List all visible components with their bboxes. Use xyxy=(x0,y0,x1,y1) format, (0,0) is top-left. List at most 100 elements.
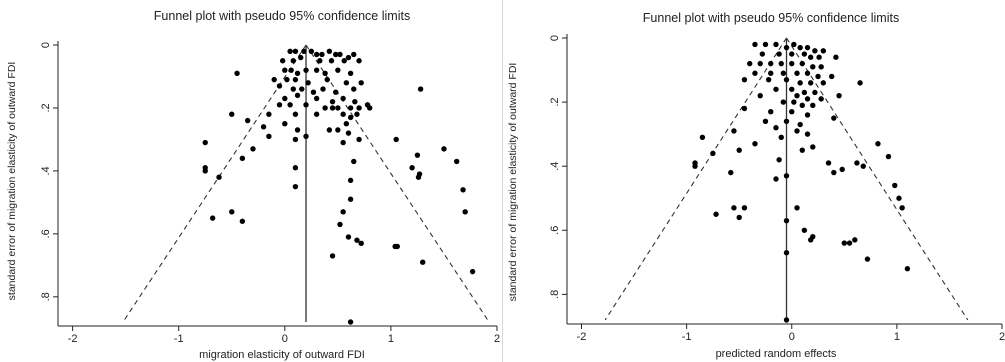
data-point xyxy=(801,51,808,57)
data-point xyxy=(292,48,299,54)
data-point xyxy=(292,183,299,190)
data-point xyxy=(804,70,811,76)
data-point xyxy=(846,240,853,246)
plot-area: -2 -1 0 1 2 0 .2 .4 .6 .8 xyxy=(40,41,500,345)
data-point xyxy=(202,168,208,174)
data-point xyxy=(804,131,811,137)
data-point xyxy=(329,253,336,259)
data-point xyxy=(794,128,800,134)
data-point xyxy=(301,48,307,54)
data-point xyxy=(287,102,293,108)
data-point xyxy=(896,195,902,201)
data-point xyxy=(741,76,748,83)
data-point xyxy=(209,215,216,221)
data-point xyxy=(736,214,742,221)
data-point xyxy=(892,182,898,189)
data-point xyxy=(417,86,424,92)
data-point xyxy=(818,96,824,102)
y-axis-label: standard error of migration elasticity o… xyxy=(6,62,18,301)
data-point xyxy=(783,118,790,125)
data-point xyxy=(794,92,800,99)
data-point xyxy=(839,166,845,173)
funnel-plot-right-svg: Funnel plot with pseudo 95% confidence l… xyxy=(507,11,1005,360)
data-point xyxy=(415,174,422,180)
data-point xyxy=(778,60,784,67)
data-point xyxy=(469,268,476,275)
confidence-limit-left xyxy=(604,37,787,321)
data-point xyxy=(765,76,772,83)
data-point xyxy=(347,196,354,202)
data-point xyxy=(244,117,251,124)
data-point xyxy=(279,58,286,64)
x-tick-label: 2 xyxy=(999,331,1005,343)
panel-divider xyxy=(502,0,503,362)
data-point xyxy=(799,102,805,108)
data-point xyxy=(303,133,309,139)
data-point xyxy=(841,240,848,246)
data-point xyxy=(322,70,328,77)
data-point xyxy=(904,266,911,272)
y-tick-label: .8 xyxy=(40,292,52,301)
data-point xyxy=(303,102,309,108)
data-point xyxy=(287,48,293,54)
data-point xyxy=(343,120,350,127)
y-tick-label: .8 xyxy=(549,290,561,299)
data-point xyxy=(833,54,839,60)
data-point xyxy=(290,58,296,64)
data-point xyxy=(791,41,797,48)
data-point xyxy=(752,41,758,48)
data-point xyxy=(829,73,835,80)
data-point xyxy=(710,150,716,157)
data-point xyxy=(414,152,421,158)
data-point xyxy=(292,76,299,83)
data-point xyxy=(409,165,415,171)
data-point xyxy=(860,163,866,169)
data-point xyxy=(394,243,400,250)
data-point xyxy=(807,54,814,60)
y-tick-label: .6 xyxy=(549,226,561,235)
data-point xyxy=(797,44,803,51)
x-tick-label: 1 xyxy=(894,331,900,343)
data-point xyxy=(752,141,758,147)
funnel-plot-left-svg: Funnel plot with pseudo 95% confidence l… xyxy=(6,9,500,361)
data-point xyxy=(320,86,326,92)
data-point xyxy=(354,237,360,243)
data-point xyxy=(276,102,283,108)
x-tick-label: 0 xyxy=(282,333,288,345)
data-point xyxy=(341,58,347,64)
data-point xyxy=(324,76,330,83)
y-tick-label: .6 xyxy=(40,229,52,238)
data-point xyxy=(292,136,299,143)
data-point xyxy=(294,127,301,133)
data-point xyxy=(875,141,881,147)
data-point xyxy=(797,80,803,86)
plot-area: -2 -1 0 1 2 0 .2 .4 .6 .8 xyxy=(549,34,1005,343)
data-point xyxy=(335,67,341,73)
x-tick-label: -1 xyxy=(174,333,184,345)
data-point xyxy=(759,51,766,57)
data-point xyxy=(747,60,753,67)
data-point xyxy=(340,209,346,215)
data-point xyxy=(731,205,737,211)
confidence-limit-left xyxy=(122,44,307,323)
x-tick-label: 1 xyxy=(388,333,394,345)
data-point xyxy=(303,67,309,73)
data-point xyxy=(728,169,734,176)
data-point xyxy=(347,70,354,77)
data-point xyxy=(731,128,737,134)
data-point xyxy=(776,51,782,57)
data-point xyxy=(762,41,769,48)
data-point xyxy=(347,177,354,184)
data-point xyxy=(804,112,811,118)
y-tick-label: 0 xyxy=(549,35,561,41)
data-point xyxy=(773,125,779,131)
data-point xyxy=(345,130,352,136)
data-point xyxy=(305,80,311,86)
data-point xyxy=(807,80,814,86)
data-point xyxy=(453,158,460,165)
data-point xyxy=(699,134,706,141)
data-point xyxy=(298,54,304,61)
y-tick-label: .4 xyxy=(40,166,52,175)
data-point xyxy=(783,44,790,51)
data-point xyxy=(313,111,320,117)
